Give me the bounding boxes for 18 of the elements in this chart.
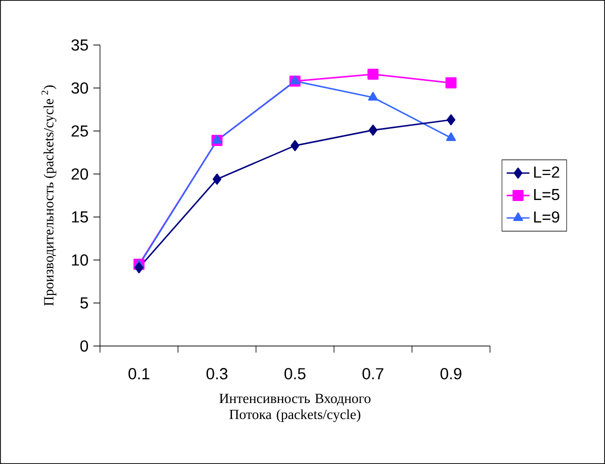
y-tick-label: 20 <box>72 168 88 180</box>
y-axis-title: Производительность (packets/cycle $^{2}$) <box>42 85 56 306</box>
y-tick-label: 15 <box>72 211 88 223</box>
y-tick-label: 5 <box>80 297 88 309</box>
x-tick-label: 0.5 <box>284 368 306 380</box>
y-tick-label: 35 <box>71 39 88 51</box>
legend-label: L=2 <box>534 166 560 178</box>
x-tick-label: 0.7 <box>362 368 384 380</box>
x-tick-label: 0.1 <box>128 368 150 380</box>
x-tick-label: 0.3 <box>206 368 228 380</box>
x-tick-label: 0.9 <box>440 368 462 380</box>
y-tick-label: 30 <box>71 82 88 94</box>
y-tick-label: 0 <box>80 340 88 352</box>
legend-label: L=9 <box>534 211 560 223</box>
y-tick-label: 10 <box>72 254 88 266</box>
x-axis-title: Интенсивность Входного Потока (packets/cycle) <box>219 394 370 422</box>
y-tick-label: 25 <box>72 125 88 137</box>
legend-label: L=5 <box>534 189 560 200</box>
